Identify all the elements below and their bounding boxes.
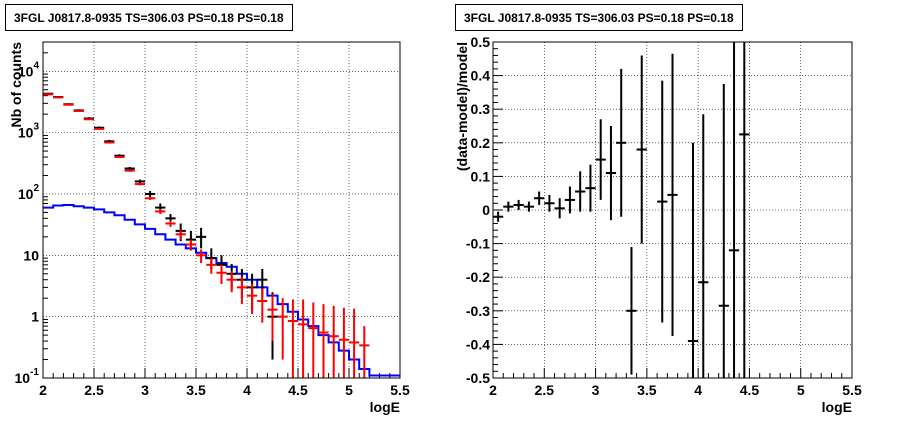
y-tick-label: -0.2 (466, 269, 490, 285)
y-tick-label: -0.5 (466, 370, 490, 386)
x-tick-label: 5.5 (390, 382, 410, 398)
y-tick-label: 0.2 (471, 135, 491, 151)
y-tick-label: 0.5 (471, 34, 491, 50)
x-axis-title: logE (822, 399, 852, 415)
y-tick-exponent: 3 (33, 122, 39, 133)
y-tick-label: -0.4 (466, 336, 490, 352)
y-tick-label: 10-1 (15, 367, 40, 386)
y-tick-label: 0.1 (471, 168, 491, 184)
x-tick-label: 2 (39, 382, 47, 398)
y-tick-label: 0.4 (471, 68, 491, 84)
y-tick-label: 102 (18, 183, 40, 202)
x-tick-label: 3.5 (186, 382, 206, 398)
right-plot: 2 2.5 3 3.5 4 4.5 5 5.5 -0.5 -0.4 -0.3 -0.2 -0.1 0 0.1… (454, 34, 862, 415)
y-tick-label: 0.3 (471, 101, 491, 117)
x-tick-label: 3 (592, 382, 600, 398)
x-tick-label: 2.5 (535, 382, 555, 398)
x-tick-label: 5.5 (842, 382, 862, 398)
plot-frame (492, 41, 853, 379)
y-tick-label: 10 (23, 247, 39, 263)
x-tick-label: 3 (141, 382, 149, 398)
x-axis-title: logE (370, 399, 400, 415)
y-tick-label: 1 (31, 309, 39, 325)
y-tick-exponent: 4 (33, 60, 39, 71)
y-axis-title: (data-model)/model (454, 42, 470, 171)
y-tick-exponent: 2 (33, 183, 39, 194)
plot-frame (42, 41, 401, 379)
y-tick-label: -0.1 (466, 236, 490, 252)
right-plot-title: 3FGL J0817.8-0935 TS=306.03 PS=0.18 PS=0… (455, 4, 743, 31)
y-tick-exponent: -1 (30, 367, 39, 378)
x-tick-label: 4.5 (740, 382, 760, 398)
x-tick-label: 4 (694, 382, 702, 398)
y-tick-label: -0.3 (466, 303, 490, 319)
left-plot-title: 3FGL J0817.8-0935 TS=306.03 PS=0.18 PS=0… (5, 4, 293, 31)
x-tick-label: 2 (489, 382, 497, 398)
x-tick-label: 4 (243, 382, 251, 398)
y-tick-label: 0 (482, 202, 490, 218)
x-tick-label: 4.5 (288, 382, 308, 398)
x-tick-label: 5 (345, 382, 353, 398)
x-tick-label: 3.5 (637, 382, 657, 398)
x-tick-label: 5 (797, 382, 805, 398)
x-tick-label: 2.5 (84, 382, 104, 398)
y-axis-title: Nb of counts (8, 42, 24, 128)
